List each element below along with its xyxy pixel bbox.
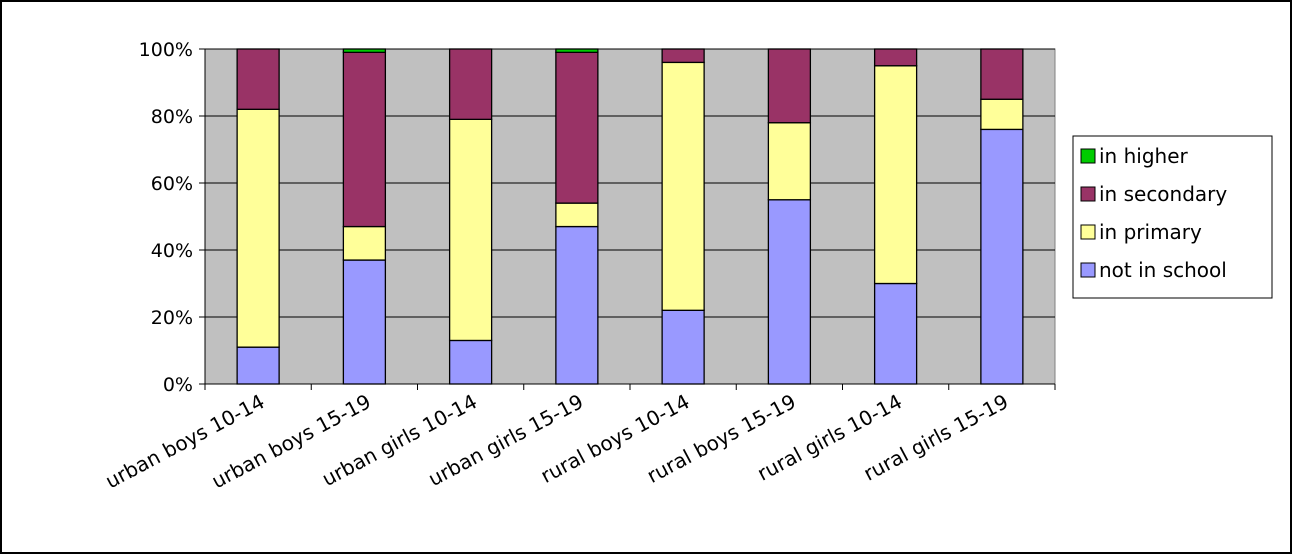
legend-swatch — [1080, 262, 1096, 278]
y-tick-label: 100% — [139, 39, 193, 61]
legend-label: in secondary — [1099, 182, 1227, 206]
bar-segment — [661, 48, 705, 64]
bar-segment — [661, 61, 705, 311]
legend-label: in higher — [1099, 144, 1188, 168]
y-tick-label: 0% — [163, 374, 193, 396]
legend-label: in primary — [1099, 220, 1202, 244]
bar-segment — [236, 346, 280, 385]
y-axis: 0% 20% 40% 60% 80% 100% — [139, 39, 206, 396]
legend-swatch — [1080, 186, 1096, 202]
bar-segment — [767, 122, 812, 201]
legend: in higher in secondary in primary not in sc… — [1072, 135, 1273, 299]
bar-segment — [873, 282, 918, 385]
bar-segment — [236, 108, 280, 348]
bar-segment — [236, 48, 280, 110]
bar-segment — [873, 48, 918, 67]
bars — [236, 48, 1024, 385]
bar-segment — [873, 65, 918, 285]
bar-segment — [342, 225, 387, 261]
y-tick-label: 40% — [151, 240, 193, 262]
bar-segment — [767, 48, 812, 124]
bar-segment — [980, 98, 1024, 131]
bar-segment — [448, 48, 493, 120]
bar-segment — [767, 199, 812, 385]
legend-swatch — [1080, 148, 1096, 164]
bar-segment — [342, 259, 387, 385]
plot-area — [204, 48, 1056, 385]
legend-swatch — [1080, 224, 1096, 240]
bar-segment — [448, 118, 493, 342]
bar-segment — [342, 51, 387, 228]
bar-segment — [448, 339, 493, 385]
bar-segment — [342, 48, 387, 53]
y-tick-label: 60% — [151, 173, 193, 195]
bar-segment — [555, 51, 599, 204]
bar-segment — [980, 48, 1024, 100]
y-tick-label: 20% — [151, 307, 193, 329]
legend-label: not in school — [1099, 258, 1227, 282]
bar-segment — [661, 309, 705, 385]
bar-segment — [980, 128, 1024, 385]
bar-segment — [555, 48, 599, 53]
legend-box — [1072, 135, 1273, 299]
y-tick-label: 80% — [151, 106, 193, 128]
bar-segment — [555, 202, 599, 228]
bar-segment — [555, 225, 599, 385]
